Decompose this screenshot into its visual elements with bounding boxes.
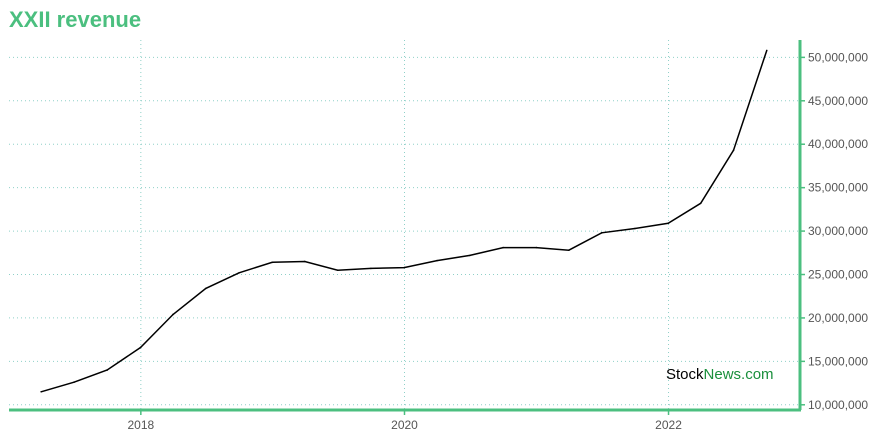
data-point <box>535 246 538 249</box>
y-tick-label: 30,000,000 <box>808 224 868 238</box>
data-point <box>502 246 504 249</box>
data-point <box>205 287 207 290</box>
data-point <box>765 49 768 52</box>
revenue-line <box>40 50 768 393</box>
watermark-stock: Stock <box>666 366 704 383</box>
y-tick-label: 10,000,000 <box>808 398 868 412</box>
data-point <box>634 227 636 230</box>
data-point <box>336 269 339 271</box>
x-tick-labels: 2018 2020 2022 <box>127 418 682 432</box>
data-point <box>568 249 570 251</box>
y-tick-label: 40,000,000 <box>808 137 868 151</box>
y-tick-label: 25,000,000 <box>808 268 868 282</box>
y-tick-label: 50,000,000 <box>808 50 868 64</box>
data-point <box>436 259 438 262</box>
data-point <box>304 260 306 263</box>
data-point <box>370 267 372 270</box>
x-tick-label: 2020 <box>391 418 418 432</box>
y-tick-label: 20,000,000 <box>808 311 868 325</box>
data-point <box>73 381 75 384</box>
data-point <box>106 369 109 371</box>
axes <box>9 40 805 415</box>
y-tick-label: 35,000,000 <box>808 181 868 195</box>
data-point <box>667 222 669 225</box>
chart-title: XXII revenue <box>9 7 142 32</box>
data-point <box>40 390 42 393</box>
series-group <box>40 49 768 393</box>
data-point <box>172 313 174 316</box>
data-point <box>732 149 735 152</box>
gridlines <box>9 40 800 410</box>
y-tick-label: 45,000,000 <box>808 94 868 108</box>
data-point <box>403 266 405 269</box>
watermark-news: News.com <box>704 366 774 383</box>
x-tick-label: 2022 <box>655 418 682 432</box>
data-point <box>469 254 471 257</box>
data-point <box>600 232 603 234</box>
watermark: StockNews.com <box>666 366 774 383</box>
data-point <box>699 202 702 205</box>
data-point <box>271 261 274 264</box>
data-point <box>238 271 240 274</box>
y-tick-label: 15,000,000 <box>808 354 868 368</box>
y-tick-labels: 10,000,000 15,000,000 20,000,000 25,000,000… <box>808 50 868 411</box>
data-point <box>139 346 142 349</box>
x-tick-label: 2018 <box>127 418 154 432</box>
